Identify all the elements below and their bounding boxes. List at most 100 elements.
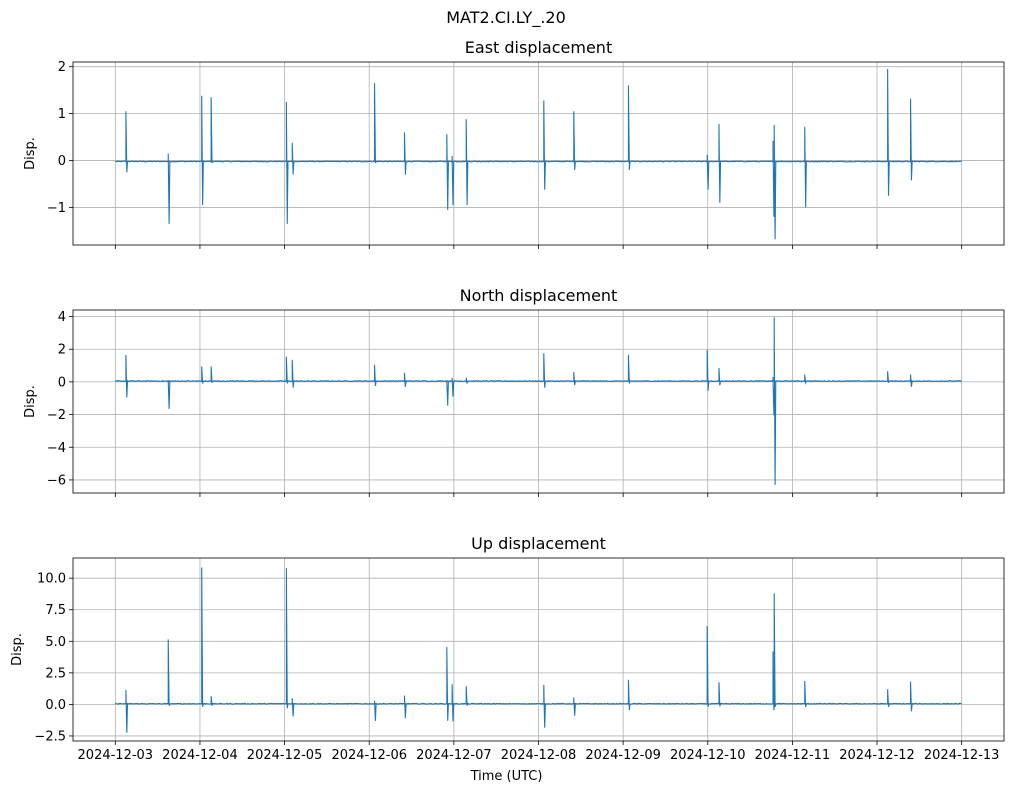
series-spike — [573, 697, 576, 716]
series-spike — [446, 380, 449, 406]
series-spike — [446, 646, 449, 721]
series-spike — [210, 366, 214, 383]
series-spike — [201, 567, 204, 708]
subplot-2: −6 −4 −2 0 2 4 North displacement Disp. — [23, 286, 1005, 497]
series-spike — [773, 593, 777, 708]
series-spike — [804, 126, 807, 208]
series-spike — [773, 317, 777, 485]
series-baseline-line — [115, 379, 962, 383]
series-spike — [887, 371, 890, 383]
x-tick-label: 2024-12-07 — [416, 748, 492, 763]
series-spike — [201, 95, 204, 206]
y-tick-label: −6 — [47, 473, 66, 488]
y-tick-label: 5.0 — [45, 635, 66, 650]
series-spike — [285, 101, 289, 224]
x-tick-label: 2024-12-05 — [247, 748, 323, 763]
subplot-3: 2024-12-03 2024-12-04 2024-12-05 2024-12-06… — [10, 534, 1005, 784]
series-spike — [543, 684, 546, 728]
x-tick-label: 2024-12-09 — [585, 748, 661, 763]
series-spike — [910, 374, 913, 387]
series-spike — [451, 684, 455, 722]
series-spike — [887, 69, 890, 196]
y-tick-label: 10.0 — [37, 572, 66, 587]
y-tick-label: 2 — [58, 60, 66, 75]
series-spike — [718, 367, 722, 386]
series-spike — [910, 98, 913, 181]
subplot-title: North displacement — [460, 286, 618, 305]
y-tick-label: −2.5 — [34, 729, 66, 744]
series-spike — [125, 689, 129, 733]
y-tick-label: −4 — [47, 441, 66, 456]
series-spike — [718, 682, 722, 707]
x-tick-label: 2024-12-12 — [839, 748, 915, 763]
series-spike — [291, 359, 295, 388]
y-tick-label: −2 — [47, 408, 66, 423]
y-tick-label: 0 — [58, 154, 66, 169]
series-spike — [403, 132, 407, 175]
series-baseline-line — [115, 160, 962, 163]
x-tick-label: 2024-12-04 — [162, 748, 238, 763]
series-spike — [285, 356, 289, 384]
series-spike — [291, 142, 295, 175]
series-spike — [373, 364, 377, 387]
series-spike — [167, 380, 171, 409]
subplot-1: −1 0 1 2 East displacement Disp. — [23, 38, 1005, 249]
y-axis-label: Disp. — [10, 633, 25, 666]
series-spike — [804, 374, 807, 385]
series-spike — [125, 354, 129, 398]
series-spike — [543, 100, 546, 190]
series-spike — [804, 681, 807, 708]
subplot-title: East displacement — [465, 38, 612, 57]
x-tick-label: 2024-12-10 — [670, 748, 746, 763]
series-spike — [543, 353, 546, 388]
subplot-title: Up displacement — [471, 534, 606, 553]
y-axis-label: Disp. — [23, 385, 38, 418]
x-tick-label: 2024-12-06 — [331, 748, 407, 763]
series-spike — [706, 154, 710, 190]
series-spike — [910, 681, 913, 712]
y-tick-label: −1 — [47, 201, 66, 216]
y-tick-label: 4 — [58, 310, 66, 325]
x-tick-label: 2024-12-13 — [924, 748, 1000, 763]
series-spike — [291, 698, 295, 717]
series-spike — [446, 134, 449, 210]
series-spike — [125, 111, 129, 173]
series-baseline-line — [115, 702, 962, 705]
series-spike — [706, 626, 710, 708]
x-tick-label: 2024-12-11 — [755, 748, 831, 763]
series-spike — [373, 83, 377, 164]
series-spike — [373, 700, 377, 721]
series-spike — [285, 568, 289, 709]
series-spike — [403, 695, 407, 719]
y-tick-label: 2.5 — [45, 666, 66, 681]
series-spike — [451, 155, 455, 206]
series-spike — [403, 372, 407, 387]
x-axis-label: Time (UTC) — [470, 769, 543, 784]
y-axis-label: Disp. — [23, 137, 38, 170]
series-spike — [167, 153, 171, 224]
series-spike — [465, 686, 469, 706]
series-spike — [210, 97, 214, 164]
series-spike — [573, 372, 576, 386]
y-tick-label: 2 — [58, 343, 66, 358]
series-spike — [627, 85, 631, 170]
series-spike — [718, 123, 722, 203]
series-spike — [706, 350, 710, 391]
series-spike — [167, 639, 171, 706]
y-tick-label: 0.0 — [45, 698, 66, 713]
series-spike — [201, 366, 204, 384]
series-spike — [772, 651, 776, 711]
x-tick-label: 2024-12-03 — [78, 748, 154, 763]
series-spike — [627, 679, 631, 711]
series-spike — [887, 689, 890, 708]
y-tick-label: 0 — [58, 375, 66, 390]
figure-suptitle: MAT2.CI.LY_.20 — [446, 8, 566, 27]
series-spike — [465, 377, 469, 384]
y-tick-label: 7.5 — [45, 603, 66, 618]
x-tick-label: 2024-12-08 — [501, 748, 577, 763]
series-spike — [627, 354, 631, 384]
y-tick-label: 1 — [58, 107, 66, 122]
series-spike — [465, 119, 469, 206]
series-spike — [451, 377, 455, 397]
